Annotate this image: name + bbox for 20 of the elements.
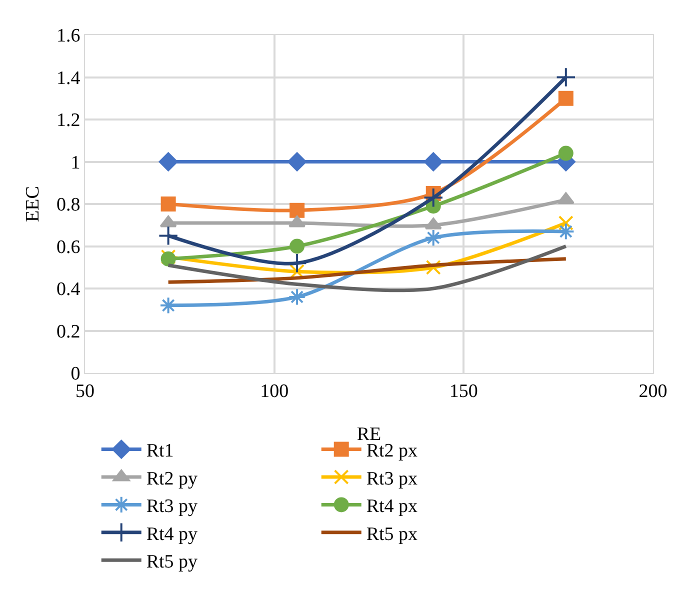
legend-label: Rt4 px xyxy=(366,496,418,518)
legend-label: Rt5 px xyxy=(366,524,418,545)
y-tick-label: 0.2 xyxy=(56,321,80,342)
y-tick-label: 1.2 xyxy=(56,110,80,132)
legend-label: Rt2 py xyxy=(146,468,198,490)
legend-label: Rt3 py xyxy=(146,496,198,518)
legend-label: Rt4 py xyxy=(146,524,198,545)
y-tick-label: 0.4 xyxy=(56,279,81,300)
x-tick-label: 200 xyxy=(638,380,668,402)
y-tick-label: 1 xyxy=(70,152,80,174)
legend-label: Rt1 xyxy=(146,440,174,462)
y-tick-label: 1.6 xyxy=(56,26,80,47)
y-axis-title: EEC xyxy=(22,186,44,222)
y-tick-label: 1.4 xyxy=(56,68,81,89)
y-tick-label: 0.8 xyxy=(56,194,80,216)
x-tick-label: 150 xyxy=(449,380,478,402)
x-tick-label: 100 xyxy=(260,380,289,402)
y-tick-label: 0.6 xyxy=(56,236,80,258)
legend-label: Rt5 py xyxy=(146,552,198,573)
legend-label: Rt3 px xyxy=(366,468,418,490)
